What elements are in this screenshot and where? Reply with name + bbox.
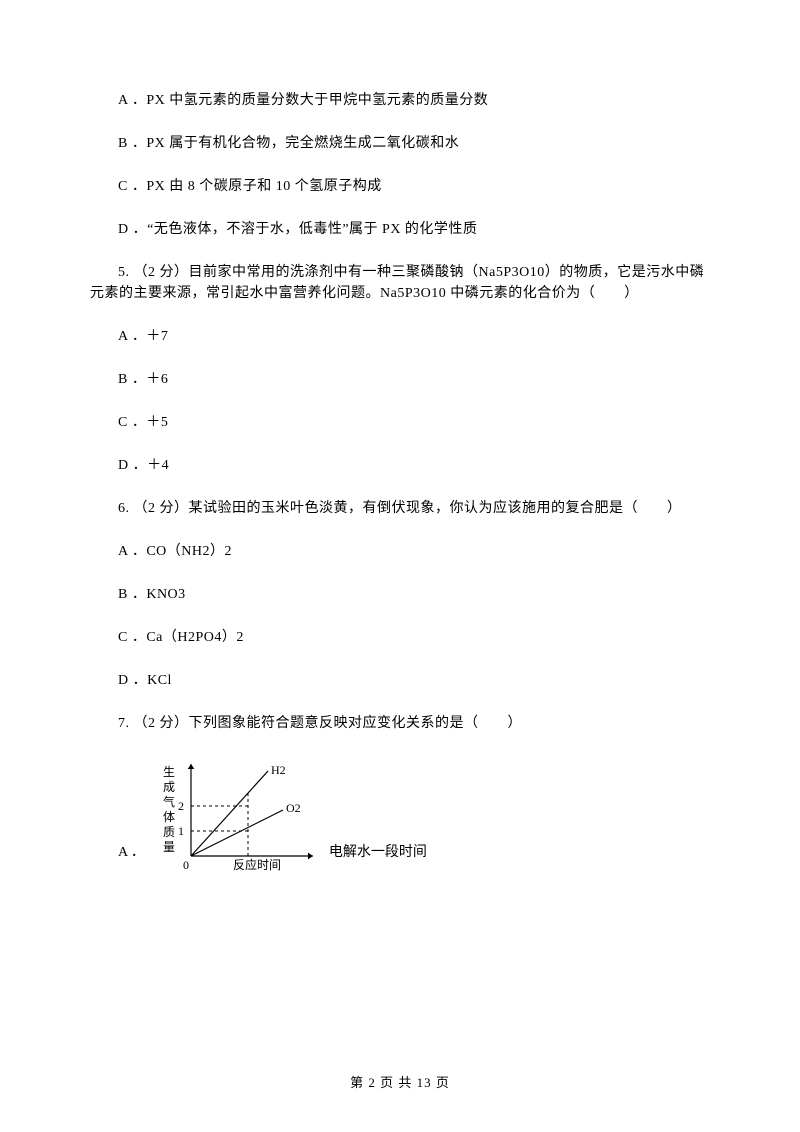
svg-text:2: 2: [178, 799, 184, 813]
svg-text:体: 体: [163, 810, 175, 824]
svg-text:成: 成: [163, 780, 175, 794]
svg-text:0: 0: [183, 858, 189, 871]
q6-option-c: C ．Ca（H2PO4）2: [90, 627, 710, 648]
q5-stem: 5. （2 分）目前家中常用的洗涤剂中有一种三聚磷酸钠（Na5P3O10）的物质…: [90, 262, 710, 304]
svg-text:质: 质: [163, 825, 175, 839]
svg-text:O2: O2: [286, 801, 301, 815]
q6-option-d: D ．KCl: [90, 670, 710, 691]
svg-text:反应时间: 反应时间: [233, 857, 281, 871]
page-footer: 第 2 页 共 13 页: [0, 1073, 800, 1093]
svg-text:气: 气: [163, 794, 175, 809]
q4-option-d: D ．“无色液体，不溶于水，低毒性”属于 PX 的化学性质: [90, 219, 710, 240]
svg-text:生: 生: [163, 765, 175, 779]
q6-stem: 6. （2 分）某试验田的玉米叶色淡黄，有倒伏现象，你认为应该施用的复合肥是（ …: [90, 498, 710, 519]
q4-option-a: A ．PX 中氢元素的质量分数大于甲烷中氢元素的质量分数: [90, 90, 710, 111]
q5-option-c: C ．＋5: [90, 412, 710, 433]
q5-option-d: D ．＋4: [90, 455, 710, 476]
q5-option-a: A ．＋7: [90, 326, 710, 347]
electrolysis-chart: H2 O2 1 2 0 反应时间 生成气体质量: [153, 756, 323, 871]
svg-text:1: 1: [178, 824, 184, 838]
svg-text:量: 量: [163, 840, 175, 854]
q7-option-a-prefix: A ．: [118, 842, 145, 871]
q6-option-b: B ．KNO3: [90, 584, 710, 605]
document-page: A ．PX 中氢元素的质量分数大于甲烷中氢元素的质量分数 B ．PX 属于有机化…: [0, 0, 800, 1132]
q6-option-a: A ．CO（NH2）2: [90, 541, 710, 562]
q7-stem: 7. （2 分）下列图象能符合题意反映对应变化关系的是（ ）: [90, 713, 710, 734]
q7-option-a-suffix: 电解水一段时间: [329, 842, 427, 871]
svg-text:H2: H2: [271, 763, 286, 777]
q7-option-a-row: A ． H2 O2 1 2 0 反应时间 生成气体质量 电解水一段时间: [90, 756, 710, 871]
q4-option-b: B ．PX 属于有机化合物，完全燃烧生成二氧化碳和水: [90, 133, 710, 154]
chart-svg: H2 O2 1 2 0 反应时间 生成气体质量: [153, 756, 323, 871]
q5-option-b: B ．＋6: [90, 369, 710, 390]
q4-option-c: C ．PX 由 8 个碳原子和 10 个氢原子构成: [90, 176, 710, 197]
